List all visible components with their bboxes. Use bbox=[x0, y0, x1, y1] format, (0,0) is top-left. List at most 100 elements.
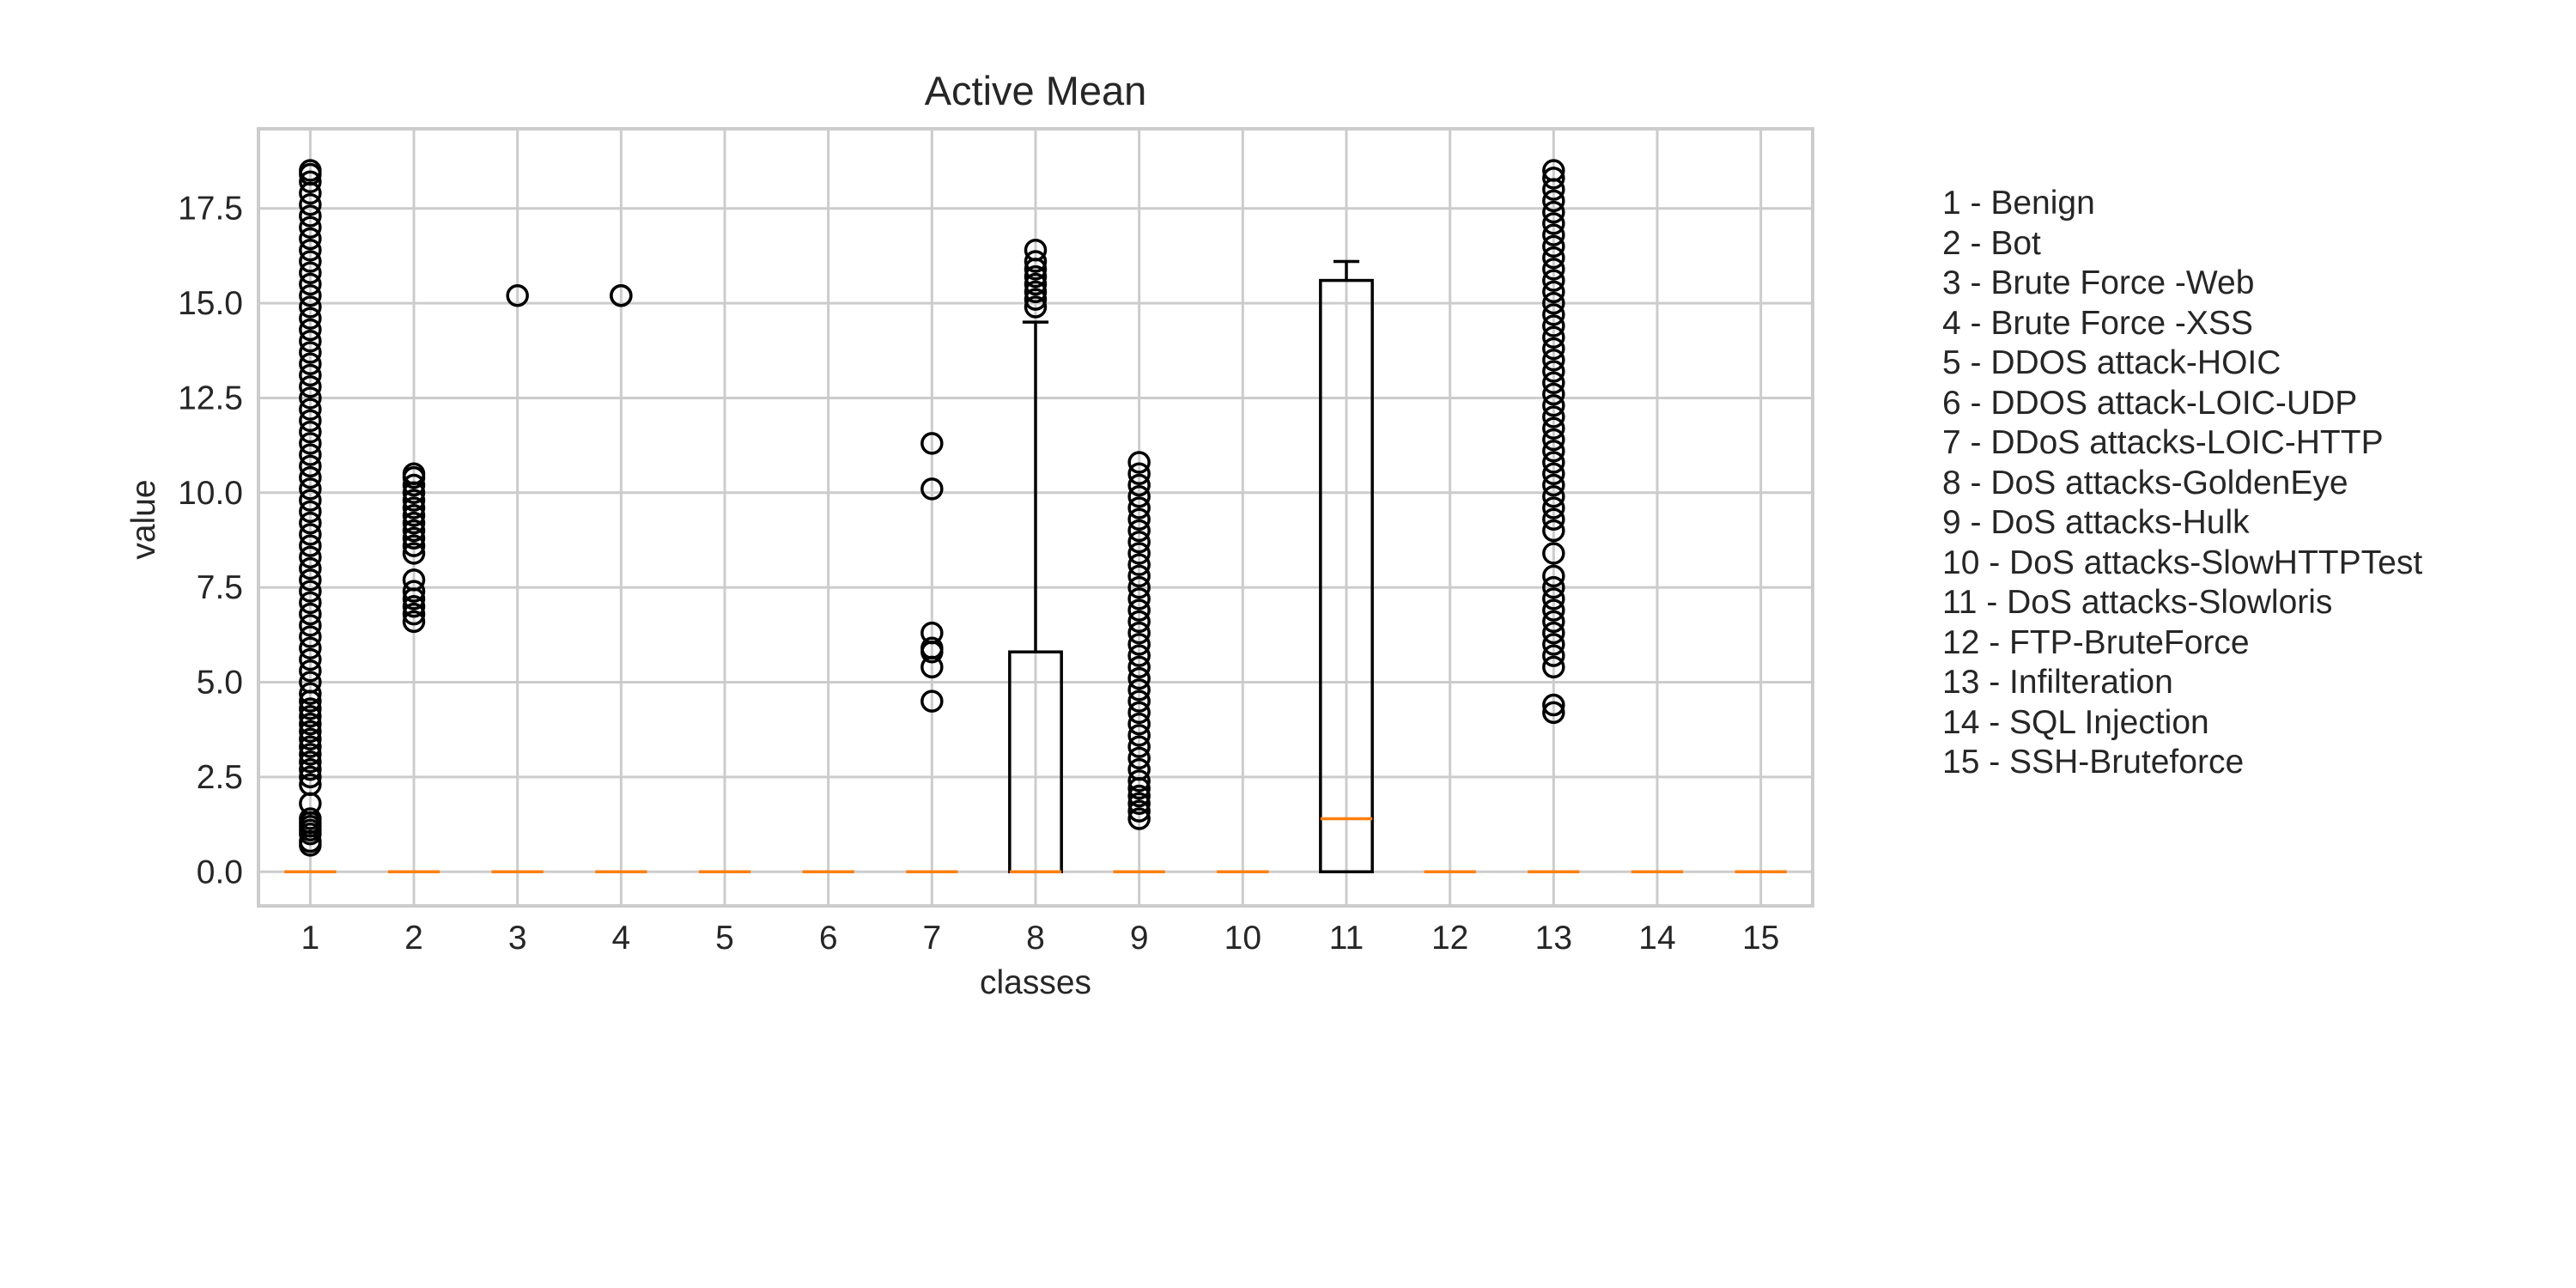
outlier-point bbox=[299, 329, 322, 353]
outlier-point bbox=[299, 750, 322, 774]
outlier-point bbox=[1127, 451, 1151, 474]
outlier-point bbox=[299, 465, 322, 489]
outlier-point bbox=[1542, 394, 1565, 417]
x-tick-label: 11 bbox=[1329, 920, 1364, 957]
legend-entry: 4 - Brute Force -XSS bbox=[1942, 304, 2253, 342]
outlier-point bbox=[299, 352, 322, 375]
outlier-point bbox=[299, 636, 322, 660]
outlier-point bbox=[1127, 610, 1151, 634]
legend-entry: 9 - DoS attacks-Hulk bbox=[1942, 504, 2250, 541]
x-tick-label: 12 bbox=[1431, 920, 1468, 957]
outlier-point bbox=[402, 519, 426, 543]
outlier-point bbox=[1542, 212, 1565, 235]
outlier-point bbox=[299, 580, 322, 603]
box-class-8 bbox=[1008, 320, 1063, 874]
outlier-point bbox=[1127, 807, 1151, 830]
outlier-point bbox=[299, 757, 322, 781]
outlier-point bbox=[1542, 246, 1565, 270]
outlier-point bbox=[1542, 416, 1565, 440]
outlier-point bbox=[402, 610, 426, 634]
outlier-point bbox=[1024, 295, 1048, 319]
y-tick-label: 0.0 bbox=[197, 854, 243, 890]
outlier-point bbox=[402, 496, 426, 519]
outlier-point bbox=[1542, 542, 1565, 565]
legend-entry: 1 - Benign bbox=[1942, 185, 2095, 222]
y-tick-label: 7.5 bbox=[197, 569, 243, 606]
outlier-point bbox=[1127, 564, 1151, 588]
outlier-point bbox=[1127, 792, 1151, 816]
boxes bbox=[284, 259, 1787, 874]
outlier-point bbox=[299, 720, 322, 744]
outlier-point bbox=[1542, 269, 1565, 292]
outlier-point bbox=[299, 261, 322, 285]
outlier-point bbox=[299, 216, 322, 240]
outlier-point bbox=[1542, 564, 1565, 588]
outliers bbox=[299, 159, 1565, 857]
outlier-point bbox=[1542, 234, 1565, 258]
x-tick-label: 1 bbox=[301, 920, 319, 957]
outlier-point bbox=[1024, 288, 1048, 311]
outlier-point bbox=[299, 614, 322, 637]
outlier-point bbox=[299, 170, 322, 194]
outlier-point bbox=[1127, 553, 1151, 576]
x-tick-label: 8 bbox=[1026, 920, 1045, 957]
outlier-point bbox=[1024, 272, 1048, 296]
box-class-11 bbox=[1319, 259, 1374, 874]
outlier-point bbox=[299, 239, 322, 262]
outlier-point bbox=[1542, 575, 1565, 599]
outlier-point bbox=[1542, 621, 1565, 645]
outlier-point bbox=[1542, 484, 1565, 508]
x-tick-label: 14 bbox=[1638, 920, 1675, 957]
outlier-point bbox=[1542, 610, 1565, 634]
x-tick-label: 3 bbox=[508, 920, 527, 957]
outlier-point bbox=[1127, 644, 1151, 667]
outlier-point bbox=[402, 526, 426, 550]
outlier-point bbox=[1542, 167, 1565, 190]
outlier-point bbox=[1542, 159, 1565, 182]
outlier-point bbox=[1542, 258, 1565, 281]
outlier-point bbox=[1542, 587, 1565, 611]
outlier-point bbox=[920, 621, 944, 645]
outlier-point bbox=[402, 568, 426, 592]
outlier-point bbox=[299, 556, 322, 580]
outlier-point bbox=[1542, 189, 1565, 213]
outlier-point bbox=[1127, 621, 1151, 645]
outlier-point bbox=[1127, 530, 1151, 554]
outlier-point bbox=[1127, 598, 1151, 622]
outlier-point bbox=[1542, 371, 1565, 395]
y-tick-label: 10.0 bbox=[178, 475, 243, 512]
outlier-point bbox=[299, 773, 322, 796]
legend-entry: 8 - DoS attacks-GoldenEye bbox=[1942, 464, 2348, 501]
y-tick-label: 17.5 bbox=[178, 191, 243, 228]
outlier-point bbox=[1127, 496, 1151, 519]
x-tick-label: 5 bbox=[715, 920, 734, 957]
legend-entry: 5 - DDOS attack-HOIC bbox=[1942, 344, 2281, 381]
outlier-point bbox=[1542, 462, 1565, 485]
outlier-point bbox=[402, 602, 426, 626]
legend-entry: 6 - DDOS attack-LOIC-UDP bbox=[1942, 384, 2358, 422]
legend-entry: 2 - Bot bbox=[1942, 224, 2041, 262]
outlier-point bbox=[299, 647, 322, 671]
outlier-point bbox=[299, 625, 322, 648]
y-tick-label: 15.0 bbox=[178, 285, 243, 322]
x-axis-label: classes bbox=[980, 964, 1091, 1001]
outlier-point bbox=[299, 159, 322, 182]
outlier-point bbox=[299, 591, 322, 615]
outlier-point bbox=[402, 580, 426, 603]
outlier-point bbox=[299, 682, 322, 706]
outlier-point bbox=[1127, 784, 1151, 808]
y-tick-label: 2.5 bbox=[197, 759, 243, 796]
outlier-point bbox=[299, 671, 322, 694]
x-tick-label: 13 bbox=[1535, 920, 1572, 957]
outlier-point bbox=[1127, 735, 1151, 758]
outlier-point bbox=[299, 659, 322, 683]
outlier-point bbox=[1542, 428, 1565, 452]
outlier-point bbox=[299, 250, 322, 273]
outlier-point bbox=[299, 318, 322, 342]
outlier-point bbox=[299, 307, 322, 330]
outlier-point bbox=[1542, 291, 1565, 315]
outlier-point bbox=[1542, 325, 1565, 349]
legend-entry: 13 - Infilteration bbox=[1942, 664, 2173, 701]
x-tick-label: 6 bbox=[819, 920, 838, 957]
outlier-point bbox=[1127, 587, 1151, 611]
